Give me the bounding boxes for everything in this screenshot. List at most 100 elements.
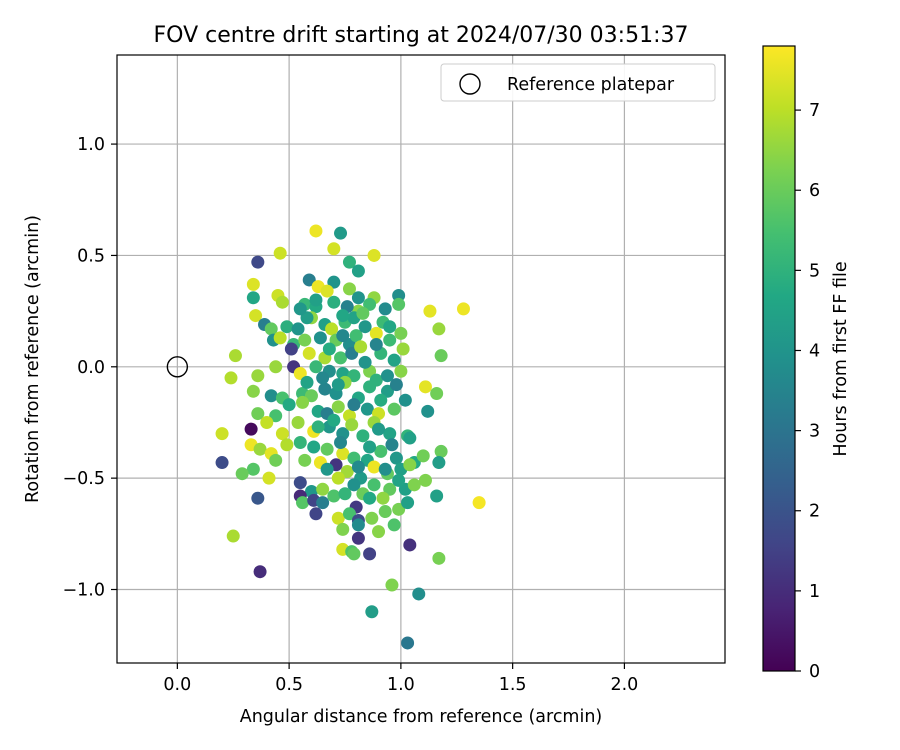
data-point (269, 409, 283, 423)
data-point (432, 551, 446, 565)
data-point (392, 289, 406, 303)
data-point (367, 460, 381, 474)
colorbar-tick-label: 6 (809, 181, 820, 201)
colorbar-tick-label: 7 (809, 101, 820, 121)
data-point (309, 507, 323, 521)
legend-box (440, 63, 716, 102)
x-tick-label: 0.5 (275, 675, 303, 695)
data-point (264, 389, 278, 403)
data-point (293, 476, 307, 490)
data-point (298, 333, 312, 347)
data-point (383, 333, 397, 347)
data-point (363, 380, 377, 394)
data-point (403, 458, 417, 472)
data-point (351, 531, 365, 545)
data-point (347, 478, 361, 492)
colorbar-tick-label: 3 (809, 422, 820, 442)
data-point (342, 255, 356, 269)
data-point (342, 507, 356, 521)
data-point (403, 431, 417, 445)
data-point (358, 355, 372, 369)
y-tick-label: −1.0 (63, 581, 106, 601)
data-point (307, 440, 321, 454)
data-point (363, 491, 377, 505)
y-axis-label: Rotation from reference (arcmin) (23, 215, 43, 503)
reference-marker (166, 356, 189, 378)
colorbar-tick-label: 0 (809, 662, 820, 682)
data-point (347, 369, 361, 383)
data-point (264, 322, 278, 336)
data-point (383, 320, 397, 334)
grid-layer (117, 55, 725, 663)
data-point (298, 453, 312, 467)
data-point (380, 384, 394, 398)
data-point (316, 482, 330, 496)
data-point (351, 460, 365, 474)
data-point (378, 302, 392, 316)
data-point (472, 496, 486, 510)
data-point (331, 378, 345, 392)
data-point (291, 322, 305, 336)
data-point (331, 511, 345, 525)
data-point (215, 456, 229, 470)
data-point (367, 248, 381, 262)
data-point (334, 226, 348, 240)
data-point (309, 360, 323, 374)
data-point (349, 329, 363, 343)
data-point (403, 538, 417, 552)
x-tick-label: 0.0 (163, 675, 191, 695)
data-point (387, 518, 401, 532)
data-point (369, 326, 383, 340)
data-point (293, 302, 307, 316)
data-point (392, 473, 406, 487)
data-point (387, 353, 401, 367)
data-point (394, 364, 408, 378)
data-point (383, 427, 397, 441)
data-point (293, 436, 307, 450)
data-point (367, 478, 381, 492)
x-tick-label: 2.0 (610, 675, 638, 695)
data-point (374, 393, 388, 407)
data-point (392, 502, 406, 516)
data-point (396, 342, 410, 356)
data-point (354, 340, 368, 354)
y-ticks: −1.0 −0.5 0.0 0.5 1.0 (63, 135, 117, 601)
x-ticks: 0.0 0.5 1.0 1.5 2.0 (163, 663, 638, 695)
data-point (374, 444, 388, 458)
data-point (228, 349, 242, 363)
data-point (394, 326, 408, 340)
colorbar-ticks: 0 1 2 3 4 5 6 7 (795, 101, 820, 682)
data-point (304, 389, 318, 403)
data-point (389, 378, 403, 392)
data-point (336, 522, 350, 536)
data-point (269, 360, 283, 374)
data-point (369, 338, 383, 352)
data-point (430, 387, 444, 401)
data-point (275, 295, 289, 309)
data-point (316, 371, 330, 385)
data-point (418, 380, 432, 394)
data-point (300, 375, 314, 389)
data-point (434, 349, 448, 363)
x-axis-label: Angular distance from reference (arcmin) (240, 707, 603, 727)
data-point (385, 438, 399, 452)
data-point (360, 402, 374, 416)
data-point (331, 471, 345, 485)
data-point (392, 297, 406, 311)
data-point (347, 547, 361, 561)
data-point (347, 398, 361, 412)
colorbar-tick-label: 2 (809, 502, 820, 522)
data-point (320, 284, 334, 298)
data-point (398, 393, 412, 407)
data-point (334, 436, 348, 450)
data-point (320, 462, 334, 476)
data-point (421, 404, 435, 418)
data-point (316, 496, 330, 510)
data-point (284, 342, 298, 356)
colorbar-tick-label: 1 (809, 582, 820, 602)
data-point (432, 456, 446, 470)
data-point (418, 473, 432, 487)
data-point (246, 384, 260, 398)
data-point (338, 487, 352, 501)
data-point (423, 304, 437, 318)
